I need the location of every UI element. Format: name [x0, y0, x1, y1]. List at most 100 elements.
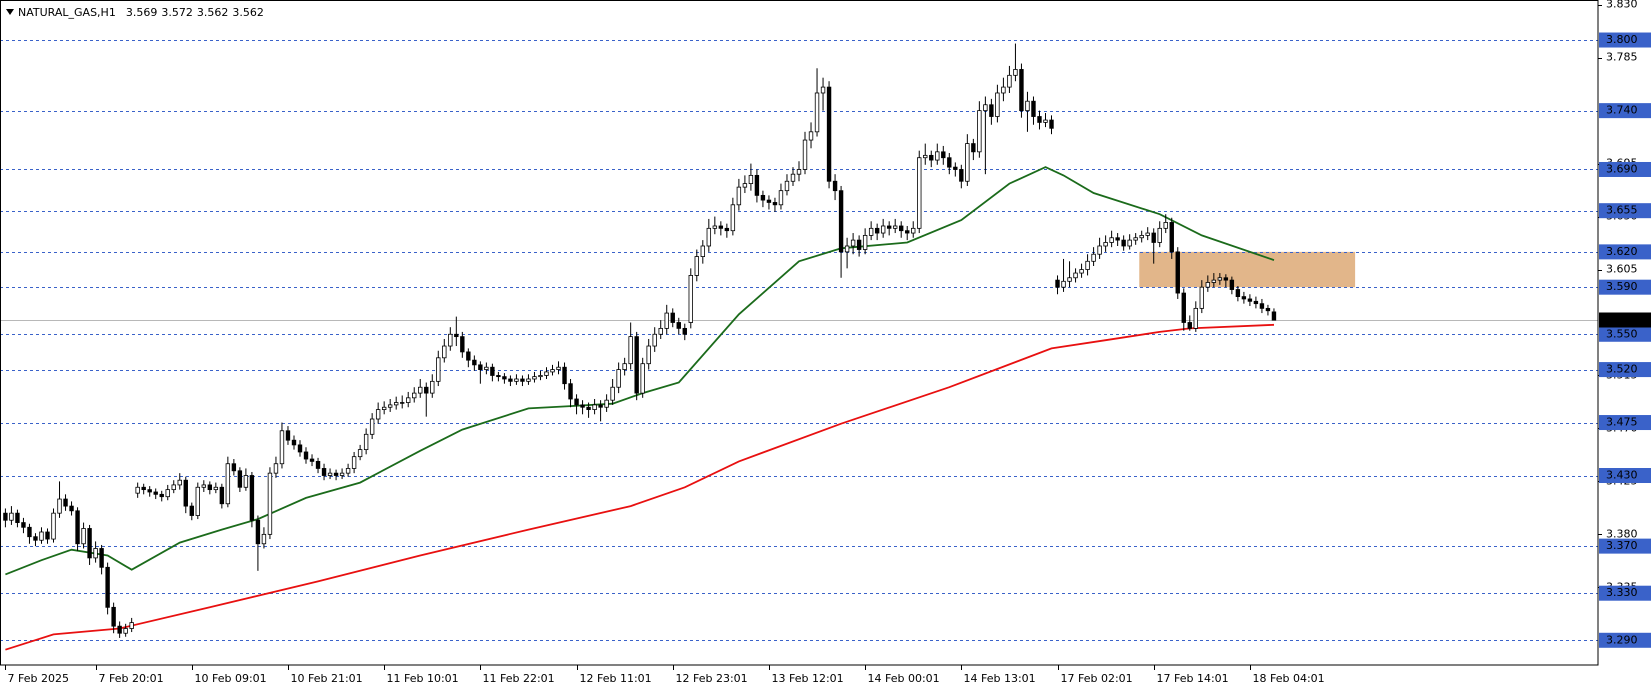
candle-body [580, 404, 585, 408]
candle-body [508, 378, 513, 382]
candle-body [1253, 300, 1259, 305]
candle [381, 401, 387, 415]
candle-body [195, 486, 200, 516]
candle-body [1097, 245, 1102, 255]
candle [1199, 280, 1205, 314]
candle [784, 174, 790, 196]
candle [111, 602, 116, 634]
candle [135, 482, 140, 498]
candle-body [466, 351, 471, 361]
candle [971, 138, 976, 161]
candle [129, 617, 134, 633]
candle [1115, 233, 1120, 246]
candle-body [628, 336, 633, 365]
candle [99, 544, 104, 575]
candle-body [1007, 74, 1012, 88]
candle [1145, 227, 1150, 241]
candle [778, 183, 784, 210]
candle [183, 476, 188, 514]
candle [941, 145, 946, 165]
supply-zone [1139, 251, 1356, 288]
candle-body [760, 194, 766, 201]
candle-body [664, 312, 669, 329]
candle [862, 228, 868, 255]
candle-body [1247, 298, 1253, 302]
current-price-box [1599, 312, 1651, 328]
candle [1127, 234, 1132, 250]
candle-body [892, 225, 898, 229]
candle [177, 473, 182, 490]
candle [153, 488, 158, 500]
candle [207, 481, 213, 495]
candle-body [297, 444, 303, 453]
candle [502, 373, 507, 384]
candle-body [1151, 232, 1156, 243]
level-label: 3.370 [1606, 539, 1638, 552]
candle [1079, 263, 1084, 278]
candle [953, 162, 958, 177]
candle-body [345, 468, 351, 474]
candle-body [574, 398, 579, 406]
candle [634, 331, 639, 401]
candle [369, 413, 375, 440]
candle [1055, 275, 1060, 295]
level-label-box [1599, 161, 1651, 177]
candle-body [255, 519, 261, 545]
candle [911, 221, 916, 238]
level-label: 3.690 [1606, 162, 1638, 175]
candle [3, 508, 8, 528]
candle-body [941, 151, 946, 159]
candle-body [616, 369, 621, 388]
candle-body [351, 456, 357, 469]
candle [303, 447, 309, 464]
candle [105, 562, 110, 615]
candle [868, 221, 874, 241]
menu-triangle[interactable] [6, 9, 14, 15]
candle [333, 469, 339, 481]
level-label-box [1599, 538, 1651, 554]
candle [430, 374, 435, 398]
candle [892, 218, 898, 234]
candle-body [75, 510, 80, 545]
candle-body [285, 430, 291, 441]
level-label-box [1599, 103, 1651, 119]
candle-body [321, 468, 327, 476]
candle-body [430, 380, 435, 394]
candle [850, 233, 856, 255]
candle [424, 382, 429, 417]
candle-body [556, 366, 561, 370]
candle-body [243, 475, 249, 488]
candle-body [965, 143, 970, 182]
candle-body [730, 204, 736, 232]
candle-body [820, 86, 826, 94]
y-tick-label: 3.605 [1606, 263, 1638, 276]
candle-body [99, 548, 104, 568]
candle [141, 483, 146, 495]
candle-body [442, 345, 447, 359]
candle-body [45, 531, 50, 540]
candle-body [676, 322, 681, 329]
candle-body [784, 180, 790, 192]
candle [520, 375, 525, 387]
candle [1187, 315, 1192, 331]
candle-body [135, 486, 140, 494]
candle [754, 169, 760, 203]
candle-body [886, 225, 892, 229]
candle-body [460, 336, 465, 353]
candle [436, 350, 441, 387]
candle [935, 143, 940, 165]
level-label-box [1599, 585, 1651, 601]
candle [45, 528, 50, 544]
candle-body [496, 375, 501, 378]
candle [826, 81, 832, 189]
candle-body [1211, 279, 1217, 283]
candle [285, 426, 291, 445]
candle-body [219, 486, 225, 505]
candle [808, 122, 814, 149]
candle [1205, 275, 1211, 292]
candle-body [454, 333, 459, 338]
candle-body [1229, 279, 1235, 290]
candle-body [165, 489, 170, 498]
candle [279, 422, 285, 469]
